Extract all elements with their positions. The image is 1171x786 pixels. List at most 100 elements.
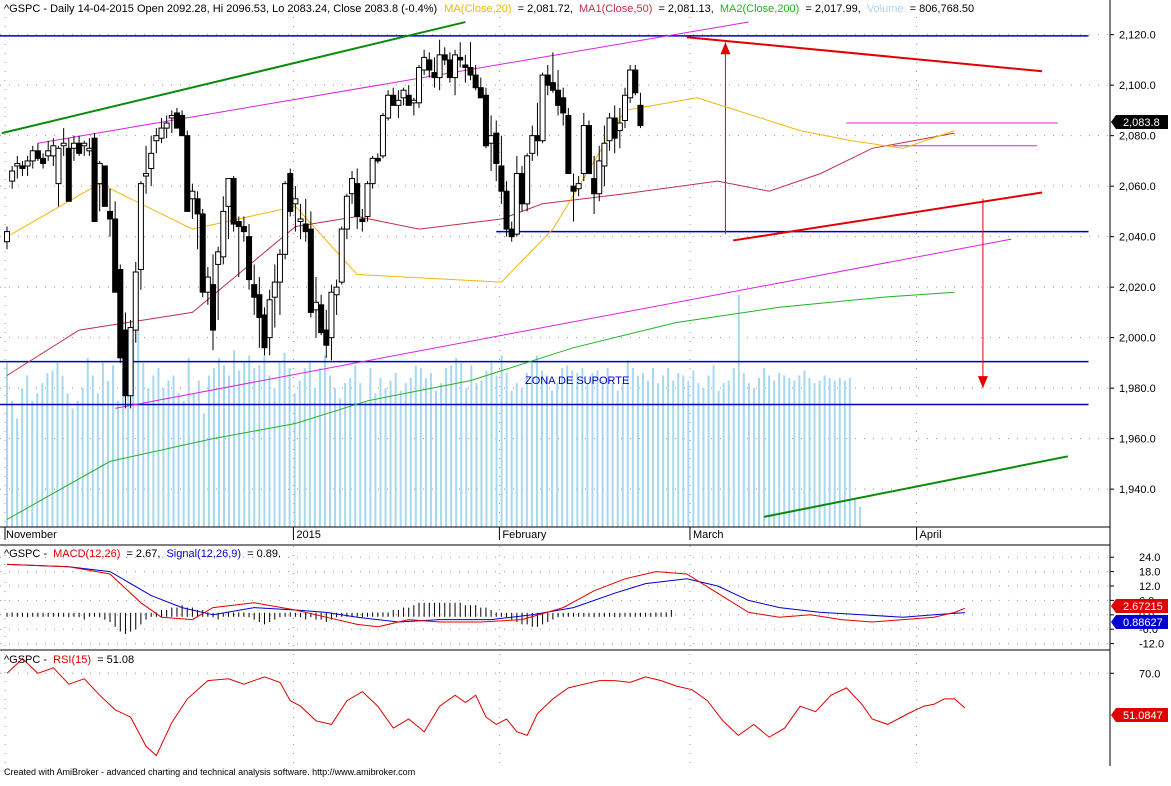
signal-header-label: Signal(12,26,9) — [166, 548, 241, 560]
candle-down — [544, 74, 551, 86]
candle-up — [606, 117, 613, 142]
candle-down — [508, 228, 515, 238]
axes-layer: 2,120.0 2,100.0 2,080.0 2,060.0 2,040.0 2,020… — [0, 0, 1164, 766]
header-symbol: ^GSPC - Daily 14-04-2015 Open 2092.28, H… — [4, 3, 437, 15]
candle-up — [364, 183, 371, 217]
candle-up — [81, 142, 88, 147]
candle-up — [379, 114, 386, 157]
candle-up — [297, 218, 304, 223]
candle-down — [503, 190, 510, 230]
candle-down — [374, 157, 381, 162]
candle-down — [199, 213, 206, 293]
candle-down — [472, 74, 479, 89]
candle-up — [416, 66, 422, 104]
candle-up — [14, 162, 21, 167]
candle-up — [215, 251, 222, 265]
candle-down — [256, 294, 263, 318]
candle-down — [565, 114, 572, 175]
macd-tick-label: 12.0 — [1139, 581, 1160, 593]
candle-up — [168, 114, 175, 119]
candle-up — [220, 210, 227, 258]
candle-down — [261, 314, 268, 349]
header-volume-label: Volume — [867, 3, 904, 15]
date-tick-label: April — [920, 529, 942, 541]
candle-up — [24, 160, 31, 167]
rsi-header-value: = 51.08 — [97, 654, 134, 666]
candle-up — [96, 162, 103, 185]
candle-up — [400, 89, 407, 99]
candle-down — [570, 185, 577, 192]
macd-line — [6, 563, 966, 628]
candle-up — [29, 150, 36, 162]
candle-up — [343, 195, 350, 230]
signal-value-badge: 0.88627 — [1111, 615, 1168, 629]
candle-down — [240, 226, 247, 233]
rsi-header-prefix: ^GSPC - — [4, 654, 47, 666]
candle-up — [333, 286, 340, 296]
candle-down — [467, 66, 474, 76]
candle-up — [143, 173, 150, 177]
candle-down — [637, 104, 644, 127]
candle-up — [452, 54, 459, 79]
candle-up — [395, 99, 402, 106]
candle-up — [292, 198, 299, 205]
footer-credit: Created with AmiBroker - advanced charti… — [4, 767, 416, 777]
candles-layer — [4, 39, 644, 409]
rsi-value-badge: 51.0847 — [1111, 708, 1168, 722]
candle-down — [462, 64, 469, 68]
candle-down — [34, 150, 41, 159]
candle-down — [251, 284, 258, 298]
macd-header-value: = 2.67, — [126, 548, 160, 560]
candle-down — [318, 304, 325, 334]
price-tick-label: 1,960.0 — [1119, 434, 1156, 446]
candle-down — [173, 112, 180, 129]
candle-up — [575, 183, 582, 190]
candle-down — [498, 165, 505, 192]
rsi-tick-label: 70.0 — [1139, 668, 1160, 680]
candle-down — [112, 218, 119, 293]
candle-up — [436, 54, 443, 79]
candle-down — [390, 94, 397, 106]
candle-down — [184, 135, 191, 212]
header-ma20-value: = 2,081.72, — [518, 3, 573, 15]
candle-down — [230, 178, 237, 225]
candle-up — [421, 56, 428, 71]
candle-down — [426, 59, 433, 71]
candle-down — [40, 157, 47, 164]
candle-down — [101, 165, 108, 207]
candle-up — [70, 142, 77, 149]
candle-down — [632, 69, 639, 94]
candle-up — [622, 94, 628, 122]
macd-header: ^GSPC - MACD(12,26) = 2.67, Signal(12,26… — [4, 548, 281, 560]
candle-up — [158, 127, 165, 139]
candle-down — [65, 147, 72, 202]
candle-up — [271, 281, 278, 298]
red-trend-line — [686, 36, 1043, 73]
candle-up — [225, 178, 232, 207]
candle-down — [405, 94, 412, 106]
green-trend-line — [1, 21, 466, 135]
rsi-header-label: RSI(15) — [53, 654, 91, 666]
green-trend-line — [763, 455, 1069, 518]
grid-layer — [0, 17, 1110, 765]
candle-up — [4, 231, 10, 243]
price-tick-label: 2,060.0 — [1119, 181, 1156, 193]
candle-down — [91, 137, 98, 223]
candle-up — [266, 299, 273, 339]
price-tick-label: 2,120.0 — [1119, 30, 1156, 42]
candle-down — [307, 228, 314, 313]
price-tick-label: 2,100.0 — [1119, 80, 1156, 92]
date-tick-label: 2015 — [296, 529, 320, 541]
price-tick-label: 1,980.0 — [1119, 383, 1156, 395]
signal-header-value: = 0.89. — [247, 548, 281, 560]
candle-down — [431, 72, 438, 79]
macd-layer — [6, 563, 966, 634]
rsi-badge-text: 51.0847 — [1123, 710, 1163, 722]
signal-badge-text: 0.88627 — [1123, 617, 1163, 629]
candle-down — [302, 223, 309, 233]
header-ma200-label: MA2(Close,200) — [720, 3, 799, 15]
header-ma50-label: MA1(Close,50) — [579, 3, 652, 15]
candle-down — [611, 117, 618, 139]
candle-up — [410, 99, 417, 104]
candle-down — [179, 114, 186, 137]
